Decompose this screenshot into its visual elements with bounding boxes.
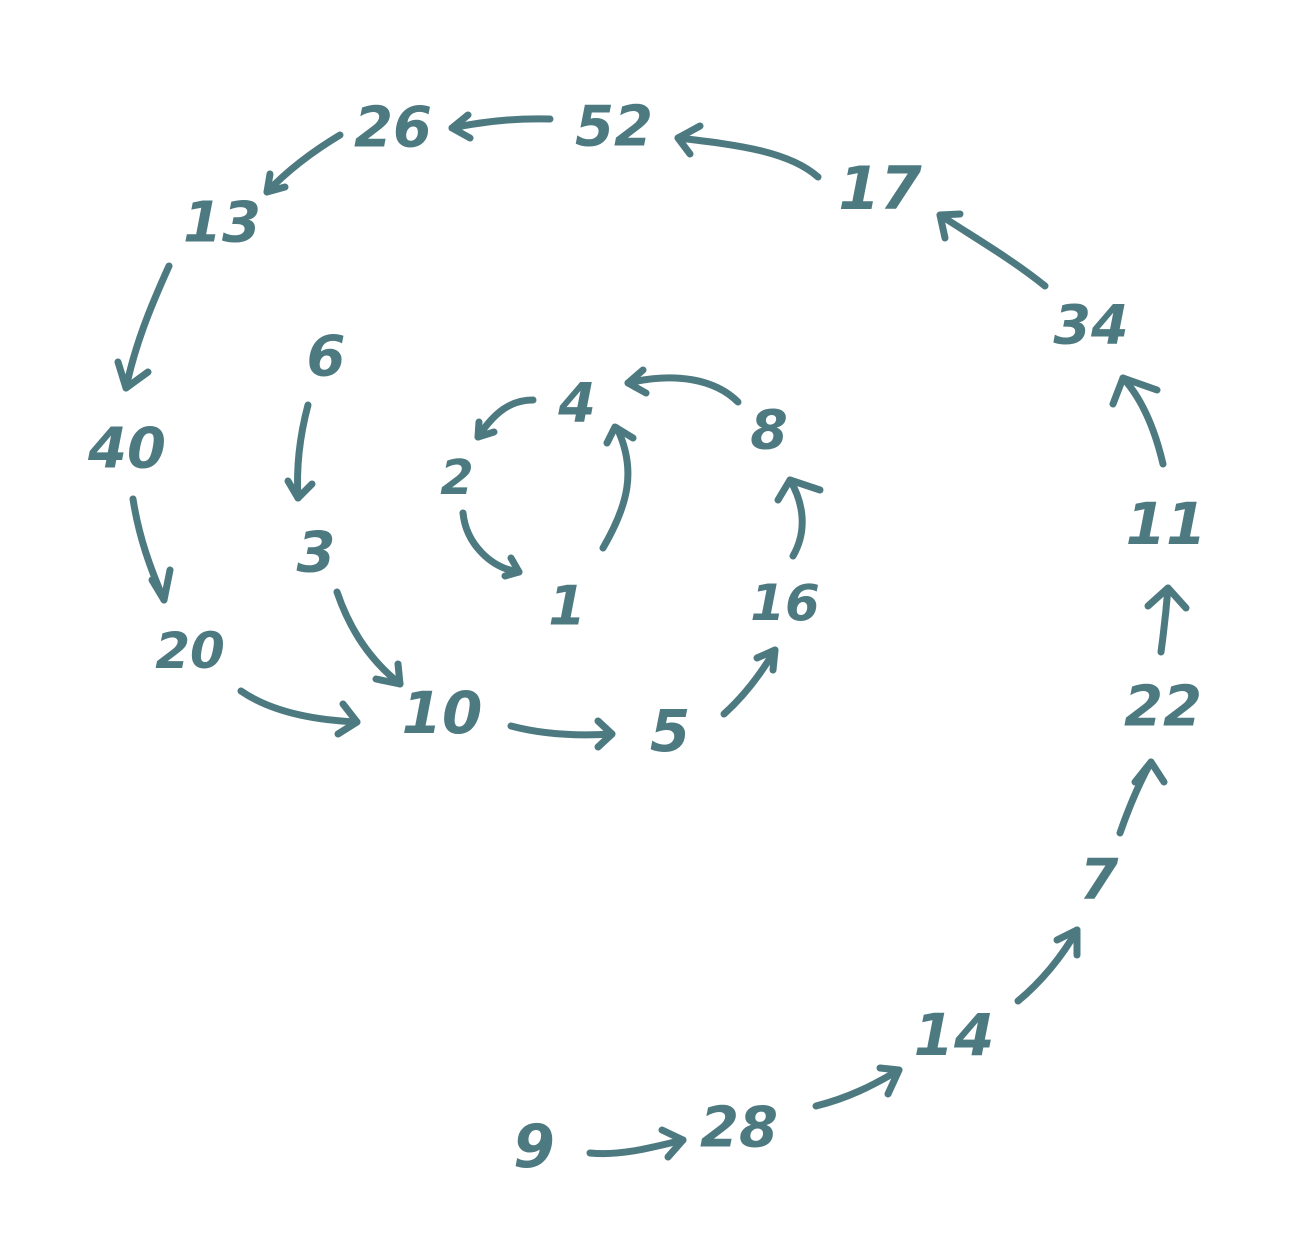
arrow-8-to-4 — [624, 366, 742, 406]
arrow-5-to-16 — [720, 646, 779, 718]
node-28: 28 — [700, 1096, 778, 1161]
arrow-13-to-40 — [114, 262, 173, 392]
edges — [114, 111, 1190, 1161]
arrow-28-to-14 — [812, 1064, 903, 1110]
node-22: 22 — [1124, 675, 1202, 740]
arrow-17-to-52 — [674, 122, 822, 181]
node-4: 4 — [557, 372, 596, 435]
node-7: 7 — [1080, 848, 1119, 913]
arrow-9-to-28 — [586, 1126, 687, 1161]
arrow-7-to-22 — [1116, 758, 1168, 837]
node-1: 1 — [548, 575, 586, 638]
node-16: 16 — [750, 574, 820, 632]
arrow-6-to-3 — [284, 401, 316, 502]
arrow-26-to-13 — [263, 131, 344, 196]
arrow-34-to-17 — [936, 210, 1049, 290]
arrow-40-to-20 — [129, 495, 174, 604]
arrow-22-to-11 — [1144, 584, 1190, 656]
arrow-2-to-1 — [459, 509, 523, 580]
node-34: 34 — [1053, 294, 1128, 357]
node-20: 20 — [155, 622, 225, 680]
arrow-1-to-4 — [599, 423, 637, 552]
node-17: 17 — [838, 154, 922, 224]
arrow-3-to-10 — [333, 588, 404, 688]
arrow-14-to-7 — [1014, 926, 1081, 1005]
node-8: 8 — [750, 399, 788, 462]
arrow-16-to-8 — [774, 476, 824, 560]
node-52: 52 — [575, 95, 653, 160]
arrow-10-to-5 — [507, 717, 616, 751]
arrow-11-to-34 — [1109, 374, 1167, 468]
node-6: 6 — [307, 325, 346, 390]
node-11: 11 — [1126, 490, 1207, 558]
arrow-52-to-26 — [448, 111, 554, 142]
node-3: 3 — [297, 521, 336, 586]
nodes: 1 2 4 8 16 5 10 3 6 20 40 13 26 52 17 34… — [87, 95, 1206, 1183]
arrow-4-to-2 — [474, 396, 537, 441]
node-14: 14 — [914, 1001, 995, 1069]
node-10: 10 — [402, 679, 483, 747]
node-26: 26 — [354, 96, 432, 161]
node-13: 13 — [183, 191, 261, 256]
node-40: 40 — [87, 417, 166, 482]
node-2: 2 — [440, 450, 473, 506]
arrow-20-to-10 — [237, 687, 361, 738]
node-5: 5 — [650, 697, 690, 765]
node-9: 9 — [513, 1112, 555, 1182]
